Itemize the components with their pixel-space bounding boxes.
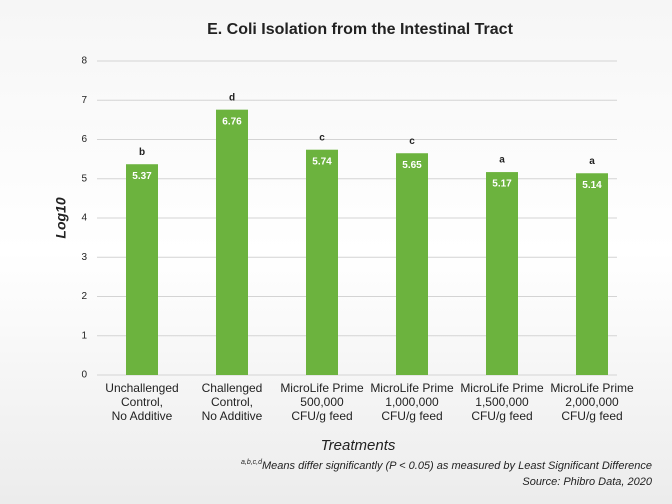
bar	[396, 153, 428, 375]
x-tick-label: Unchallenged	[105, 381, 178, 395]
x-tick-label: 1,500,000	[475, 395, 529, 409]
significance-letter: c	[319, 132, 325, 143]
x-tick-label: CFU/g feed	[471, 409, 532, 423]
x-tick-label: Challenged	[202, 381, 263, 395]
footnote-marks: a,b,c,d	[241, 459, 263, 466]
footnote-text: Means differ significantly (P < 0.05) as…	[262, 460, 652, 472]
bar	[126, 164, 158, 375]
x-tick-label: MicroLife Prime	[280, 381, 364, 395]
x-tick-label: 2,000,000	[565, 395, 619, 409]
y-tick-label: 4	[81, 213, 87, 224]
y-axis-label: Log10	[53, 197, 69, 238]
value-label: 5.37	[132, 171, 152, 182]
y-tick-label: 7	[81, 95, 87, 106]
x-tick-label: MicroLife Prime	[370, 381, 454, 395]
value-label: 5.65	[402, 160, 422, 171]
x-tick-label: CFU/g feed	[381, 409, 442, 423]
x-axis-label: Treatments	[321, 437, 396, 454]
x-tick-label: No Additive	[202, 409, 263, 423]
chart-title: E. Coli Isolation from the Intestinal Tr…	[207, 21, 513, 38]
significance-letter: a	[589, 156, 595, 167]
significance-letter: d	[229, 92, 235, 103]
bar	[306, 149, 338, 375]
value-label: 5.14	[582, 180, 602, 191]
significance-letter: c	[409, 136, 415, 147]
significance-letter: a	[499, 155, 505, 166]
x-tick-label: 500,000	[300, 395, 344, 409]
value-label: 6.76	[222, 116, 242, 127]
y-tick-label: 0	[81, 370, 87, 381]
value-label: 5.74	[312, 156, 332, 167]
bar	[576, 173, 608, 375]
y-tick-label: 6	[81, 134, 87, 145]
source: Source: Phibro Data, 2020	[522, 476, 653, 488]
significance-letter: b	[139, 147, 145, 158]
x-tick-label: Control,	[121, 395, 163, 409]
x-tick-label: No Additive	[112, 409, 173, 423]
y-tick-label: 8	[81, 56, 87, 67]
bar	[486, 172, 518, 375]
x-tick-label: MicroLife Prime	[550, 381, 634, 395]
y-tick-label: 3	[81, 252, 87, 263]
x-tick-label: CFU/g feed	[291, 409, 352, 423]
x-tick-label: Control,	[211, 395, 253, 409]
x-tick-label: CFU/g feed	[561, 409, 622, 423]
value-label: 5.17	[492, 179, 512, 190]
y-tick-label: 1	[81, 330, 87, 341]
x-tick-label: 1,000,000	[385, 395, 439, 409]
footnote: a,b,c,dMeans differ significantly (P < 0…	[241, 459, 652, 472]
y-tick-label: 2	[81, 291, 87, 302]
y-tick-label: 5	[81, 173, 87, 184]
x-tick-label: MicroLife Prime	[460, 381, 544, 395]
bar	[216, 109, 248, 376]
